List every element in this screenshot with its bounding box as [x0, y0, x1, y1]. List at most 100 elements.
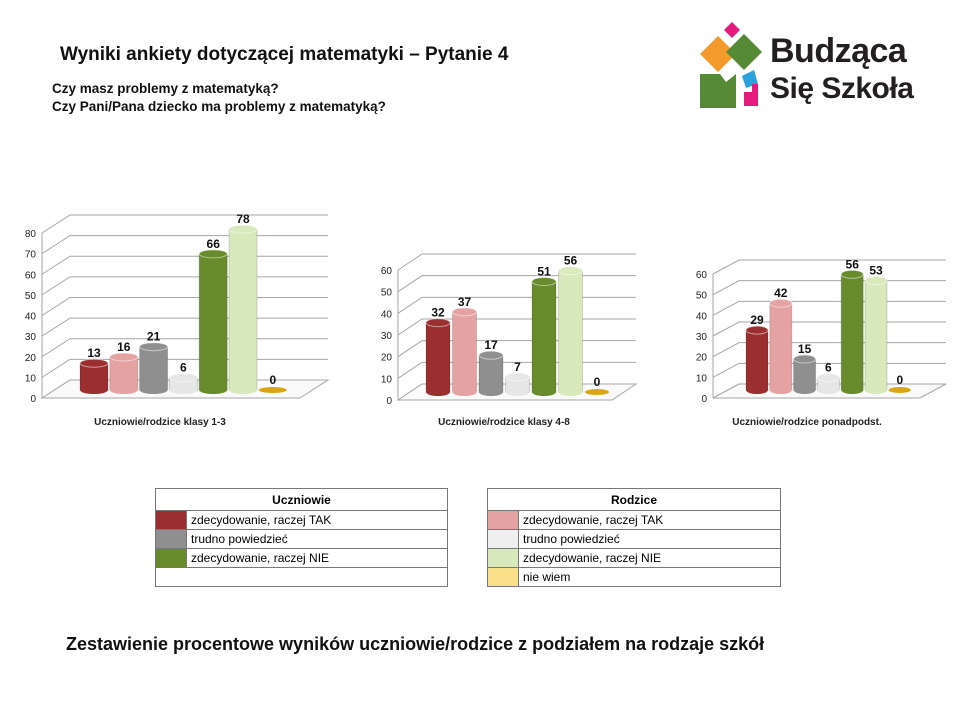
legend-item: zdecydowanie, raczej NIE [155, 548, 448, 568]
data-label: 0 [896, 373, 903, 387]
legend-label: zdecydowanie, raczej TAK [518, 510, 781, 530]
y-tick-label: 20 [25, 353, 37, 364]
bar-zero [585, 389, 609, 395]
bar [864, 279, 888, 391]
y-tick-label: 60 [25, 270, 37, 281]
legend-swatch [155, 548, 187, 568]
bar-base [817, 386, 840, 394]
legend-label: trudno powiedzieć [186, 529, 448, 549]
y-tick-label: 0 [701, 394, 707, 405]
gridline [41, 255, 328, 275]
legend-swatch [155, 529, 187, 549]
bar-zero [888, 387, 911, 393]
bar-top [228, 224, 258, 234]
data-label: 16 [117, 340, 131, 354]
bar [109, 356, 139, 391]
bar-base [109, 386, 138, 394]
bar-base [169, 386, 198, 394]
legend-item: zdecydowanie, raczej TAK [155, 510, 448, 530]
gridline [41, 338, 328, 358]
data-label: 7 [514, 360, 521, 374]
data-label: 37 [458, 295, 472, 309]
bar-base [558, 388, 583, 396]
y-tick-label: 80 [25, 229, 37, 240]
legend-parents: Rodzice zdecydowanie, raczej TAK trudno … [487, 488, 781, 587]
bar-top [745, 325, 769, 335]
legend-item: zdecydowanie, raczej NIE [487, 548, 781, 568]
gridline [397, 275, 636, 293]
y-tick-label: 20 [381, 353, 393, 364]
bar-top [864, 275, 888, 285]
question-parents: Czy Pani/Pana dziecko ma problemy z mate… [52, 99, 386, 114]
logo-text-line1: Budząca [770, 32, 907, 70]
data-label: 66 [207, 237, 221, 251]
legend-label: trudno powiedzieć [518, 529, 781, 549]
legend-item: trudno powiedzieć [487, 529, 781, 549]
bar-top [793, 354, 817, 364]
bar-top [139, 342, 169, 352]
chart-title: Uczniowie/rodzice klasy 4-8 [438, 417, 570, 428]
data-label: 78 [236, 212, 250, 226]
legend-swatch [487, 548, 519, 568]
bar-base [199, 386, 228, 394]
bar-base [139, 386, 168, 394]
bar-top [79, 358, 109, 368]
legend-header: Uczniowie [155, 488, 448, 511]
gridline [41, 276, 328, 296]
y-tick-label: 40 [696, 311, 708, 322]
y-tick-label: 30 [696, 332, 708, 343]
bar [745, 329, 769, 391]
chart-title: Uczniowie/rodzice klasy 1-3 [94, 417, 226, 428]
bar [840, 273, 864, 391]
bar-base [452, 388, 477, 396]
logo: Budząca Się Szkoła [696, 22, 941, 112]
data-label: 13 [87, 346, 101, 360]
y-tick-label: 0 [30, 394, 36, 405]
gridline [712, 259, 946, 275]
bar-top [425, 318, 451, 328]
legend-label: zdecydowanie, raczej TAK [186, 510, 448, 530]
bar-top [198, 249, 228, 259]
legend-label: zdecydowanie, raczej NIE [186, 548, 448, 568]
legend-empty-row [155, 567, 448, 587]
bar [228, 228, 258, 391]
y-tick-label: 0 [386, 396, 392, 407]
logo-text-line2: Się Szkoła [770, 72, 914, 105]
bar [452, 311, 477, 393]
y-tick-label: 10 [696, 373, 708, 384]
bar-top [769, 298, 793, 308]
legend-swatch [487, 529, 519, 549]
question-students: Czy masz problemy z matematyką? [52, 81, 279, 96]
bar-base [769, 386, 792, 394]
y-tick-label: 30 [381, 331, 393, 342]
gridline [41, 214, 328, 234]
bar-top [531, 277, 557, 286]
bar-base [746, 386, 768, 394]
bar-base [532, 388, 556, 396]
data-label: 56 [564, 254, 578, 268]
gridline [397, 253, 636, 271]
data-label: 0 [269, 373, 276, 387]
data-label: 21 [147, 330, 161, 344]
bar-base [793, 386, 816, 394]
legend-swatch [487, 510, 519, 530]
data-label: 6 [180, 361, 187, 375]
bar-top [109, 352, 139, 362]
bar [558, 270, 583, 393]
gridline [712, 280, 946, 296]
data-label: 42 [774, 286, 788, 300]
y-tick-label: 40 [25, 312, 37, 323]
data-label: 53 [869, 263, 883, 277]
footer-caption: Zestawienie procentowe wyników uczniowie… [66, 634, 765, 654]
y-tick-label: 70 [25, 250, 37, 261]
bar-zero [258, 387, 287, 393]
gridline [712, 300, 946, 316]
gridline [41, 317, 328, 337]
bar [425, 322, 451, 393]
y-tick-label: 30 [25, 332, 37, 343]
bar [198, 253, 228, 391]
bar-base [80, 386, 108, 394]
chart-title: Uczniowie/rodzice ponadpodst. [732, 417, 882, 428]
bar-top [505, 372, 530, 382]
